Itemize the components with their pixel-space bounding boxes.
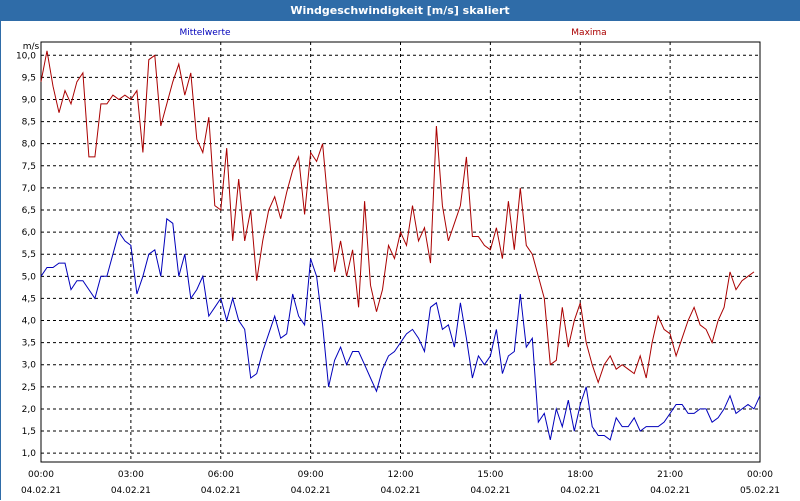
- y-tick-label: 1,5: [22, 427, 36, 437]
- series-mittelwerte-line: [40, 217, 761, 441]
- y-tick-label: 6,0: [22, 228, 37, 238]
- x-tick-date: 04.02.21: [201, 486, 241, 496]
- y-tick-label: 4,0: [22, 317, 37, 327]
- plot-frame: [40, 41, 761, 463]
- x-tick-date: 05.02.21: [740, 486, 780, 496]
- y-tick-label: 2,5: [22, 383, 36, 393]
- y-tick-label: 7,0: [22, 184, 37, 194]
- legend-mittelwerte: Mittelwerte: [179, 28, 230, 38]
- y-tick-label: 7,5: [22, 162, 36, 172]
- y-tick-label: 8,5: [22, 118, 36, 128]
- x-tick-time: 03:00: [118, 470, 144, 480]
- series-group: [40, 50, 761, 441]
- legend-maxima: Maxima: [571, 28, 606, 38]
- x-tick-time: 21:00: [657, 470, 683, 480]
- x-tick-date: 04.02.21: [470, 486, 510, 496]
- x-tick-time: 15:00: [477, 470, 503, 480]
- y-tick-label: 1,0: [22, 449, 37, 459]
- y-tick-label: 10,0: [16, 51, 36, 61]
- x-tick-date: 04.02.21: [650, 486, 690, 496]
- chart-title: Windgeschwindigkeit [m/s] skaliert: [1, 1, 799, 21]
- x-tick-time: 09:00: [298, 470, 324, 480]
- x-tick-time: 06:00: [208, 470, 234, 480]
- y-tick-label: 5,0: [22, 272, 37, 282]
- y-tick-labels: 1,0 1,5 2,0 2,5 3,0 3,5 4,0 4,5 5,0 5,5 6,0 6,5 7,0 7…: [16, 51, 36, 459]
- x-tick-date: 04.02.21: [380, 486, 420, 496]
- y-tick-label: 5,5: [22, 250, 36, 260]
- y-tick-label: 3,0: [22, 361, 37, 371]
- x-tick-date: 04.02.21: [111, 486, 151, 496]
- y-tick-label: 9,0: [22, 95, 37, 105]
- y-tick-label: 9,5: [22, 73, 36, 83]
- y-axis-unit: m/s: [23, 42, 40, 52]
- x-tick-time: 12:00: [388, 470, 414, 480]
- y-tick-label: 3,5: [22, 339, 36, 349]
- y-tick-label: 8,0: [22, 140, 37, 150]
- y-tick-label: 6,5: [22, 206, 36, 216]
- x-tick-date: 04.02.21: [21, 486, 61, 496]
- x-tick-time: 00:00: [28, 470, 54, 480]
- x-tick-time: 18:00: [567, 470, 593, 480]
- x-tick-labels: 00:00 04.02.21 03:00 04.02.21 06:00 04.02.21 0…: [21, 470, 780, 496]
- x-tick-time: 00:00: [747, 470, 773, 480]
- series-maxima-line: [40, 50, 755, 384]
- x-tick-date: 04.02.21: [291, 486, 331, 496]
- x-tick-date: 04.02.21: [560, 486, 600, 496]
- grid-lines: [41, 42, 760, 462]
- y-tick-label: 2,0: [22, 405, 37, 415]
- y-tick-label: 4,5: [22, 294, 36, 304]
